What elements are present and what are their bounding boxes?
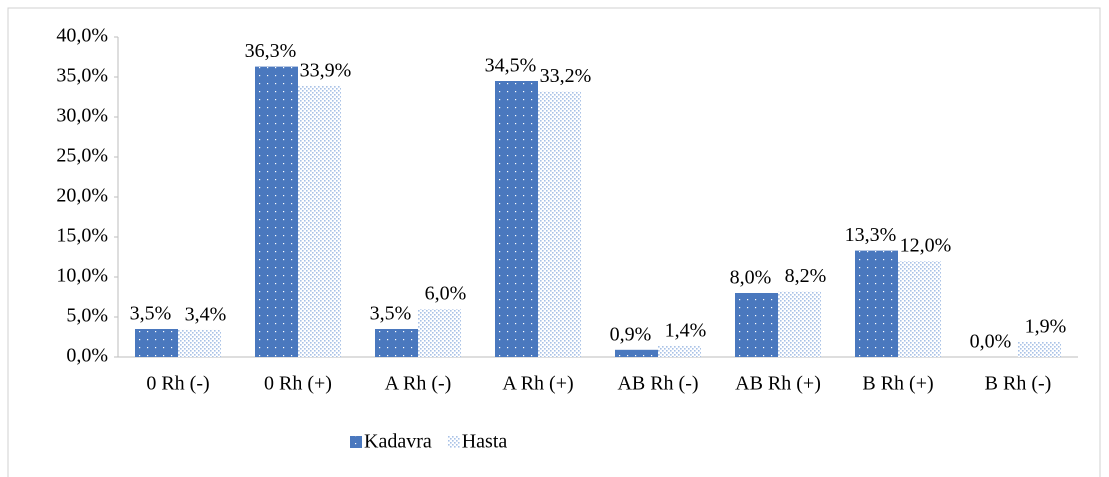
y-tick-label: 20,0%: [56, 185, 108, 207]
data-label: 0,0%: [970, 331, 1012, 353]
bar: [778, 291, 821, 357]
bar: [615, 349, 658, 357]
legend-label: Hasta: [462, 431, 508, 453]
data-label: 1,9%: [1025, 315, 1067, 337]
data-label: 33,2%: [540, 65, 592, 87]
x-tick-label: AB Rh (+): [735, 373, 821, 395]
bar: [375, 329, 418, 357]
x-tick-label: B Rh (-): [985, 373, 1052, 395]
y-tick-label: 5,0%: [66, 305, 108, 327]
x-tick-label: A Rh (+): [502, 373, 573, 395]
bar: [178, 329, 221, 357]
data-label: 12,0%: [900, 235, 952, 257]
data-label: 6,0%: [425, 283, 467, 305]
bar: [418, 309, 461, 357]
x-tick-label: 0 Rh (+): [264, 373, 332, 395]
bar: [898, 261, 941, 357]
y-tick-label: 30,0%: [56, 105, 108, 127]
legend-swatch: [350, 436, 362, 448]
data-label: 1,4%: [665, 319, 707, 341]
bar: [255, 66, 298, 357]
bar: [735, 293, 778, 357]
x-tick-label: B Rh (+): [862, 373, 933, 395]
data-label: 33,9%: [300, 59, 352, 81]
bar: [855, 250, 898, 357]
bar: [135, 329, 178, 357]
y-tick-label: 25,0%: [56, 145, 108, 167]
data-label: 8,2%: [785, 265, 827, 287]
x-tick-label: A Rh (-): [385, 373, 452, 395]
y-tick-label: 40,0%: [56, 25, 108, 47]
data-label: 34,5%: [485, 55, 537, 77]
legend-swatch: [447, 436, 460, 448]
bar: [538, 91, 581, 358]
data-label: 13,3%: [845, 224, 897, 246]
data-label: 3,5%: [370, 303, 412, 325]
x-tick-label: AB Rh (-): [617, 373, 698, 395]
bar: [298, 85, 341, 358]
y-tick-label: 0,0%: [66, 345, 108, 367]
data-label: 0,9%: [610, 323, 652, 345]
y-tick-label: 10,0%: [56, 265, 108, 287]
data-label: 3,5%: [130, 303, 172, 325]
bar: [1018, 341, 1061, 357]
data-label: 3,4%: [185, 303, 227, 325]
y-tick-label: 15,0%: [56, 225, 108, 247]
y-tick-label: 35,0%: [56, 65, 108, 87]
legend-label: Kadavra: [364, 431, 432, 453]
x-tick-label: 0 Rh (-): [146, 373, 209, 395]
bar: [658, 345, 701, 357]
bar: [495, 81, 538, 357]
data-label: 36,3%: [245, 40, 297, 62]
data-label: 8,0%: [730, 267, 772, 289]
